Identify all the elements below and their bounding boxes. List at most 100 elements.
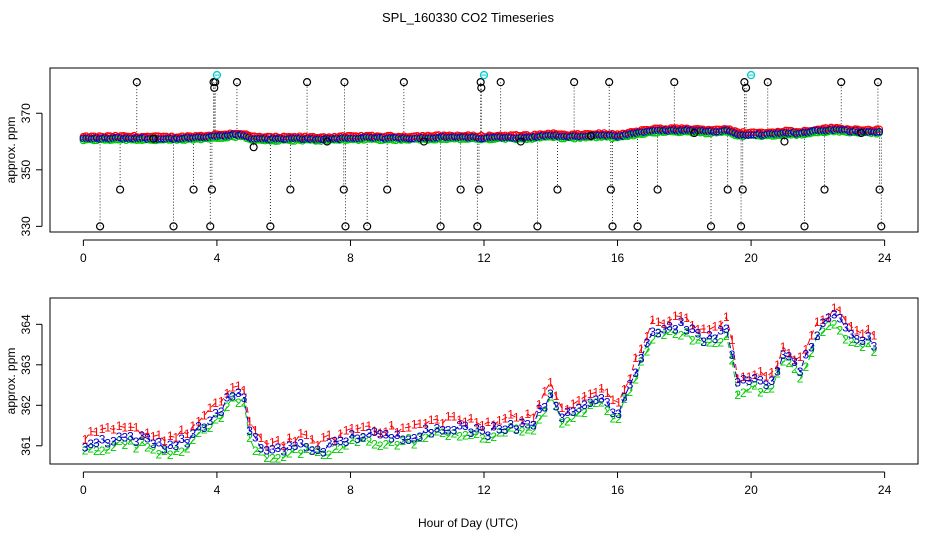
series-1-marker: 1	[383, 425, 390, 439]
series-1-marker: 1	[297, 427, 304, 441]
series-3-marker: 3	[802, 347, 809, 361]
series-3-marker: 3	[695, 326, 702, 340]
series-3-marker: 3	[400, 433, 407, 447]
series-3-marker: 3	[837, 311, 844, 325]
outlier-point	[206, 222, 215, 231]
series-3-marker: 3	[768, 374, 775, 388]
series-1-marker: 1	[377, 426, 384, 440]
series-1-marker: 1	[689, 319, 696, 333]
series-3-marker: 3	[820, 316, 827, 330]
outlier-point	[738, 185, 747, 194]
top-plot-frame	[49, 67, 919, 233]
series-1-marker: 1	[859, 327, 866, 341]
outlier-point	[207, 185, 217, 194]
series-3-marker: 3	[184, 436, 191, 450]
series-3-marker: 3	[229, 390, 236, 404]
series-3-marker: 3	[729, 348, 736, 362]
y-tick-label: 364	[19, 314, 33, 334]
outlier-point	[322, 137, 332, 146]
series-1-marker: 1	[485, 415, 492, 429]
series-2-marker: 2	[456, 429, 463, 443]
series-2-marker: 2	[507, 421, 514, 435]
series-2-marker: 2	[723, 329, 730, 343]
series-2-marker: 2	[99, 444, 106, 458]
series-2-marker: 2	[468, 428, 475, 442]
series-3-marker: 3	[150, 437, 157, 451]
series-1-marker: 1	[428, 413, 435, 427]
series-2-marker: 2	[627, 385, 634, 399]
series-3-marker: 3	[411, 431, 418, 445]
bottom-y-axis-label: approx. ppm	[4, 348, 18, 415]
outlier-point	[496, 78, 505, 87]
series-1-marker: 1	[507, 408, 514, 422]
series-3-marker: 3	[632, 366, 639, 380]
series-2-marker: 2	[541, 405, 548, 419]
series-1-marker: 1	[405, 420, 412, 434]
series-2-marker: 2	[377, 439, 384, 453]
series-3-marker: 3	[297, 437, 304, 451]
series-2-marker: 2	[258, 445, 265, 459]
x-tick-label: 24	[878, 251, 892, 265]
series-1-marker: 1	[337, 427, 344, 441]
series-3-marker: 3	[865, 330, 872, 344]
series-3-marker: 3	[644, 336, 651, 350]
outlier-point	[653, 185, 662, 194]
outlier-point	[706, 222, 716, 231]
series-2-marker: 2	[246, 431, 253, 445]
series-3-marker: 3	[87, 437, 94, 451]
series-1-marker: 1	[524, 407, 531, 421]
series-1-marker: 1	[519, 414, 526, 428]
outlier-point	[516, 137, 525, 146]
series-3-marker: 3	[842, 320, 849, 334]
series-3-marker: 3	[587, 396, 594, 410]
series-3-marker: 3	[496, 422, 503, 436]
outlier-point	[266, 222, 275, 231]
series-1-marker: 1	[258, 431, 265, 445]
series-2-marker: 2	[644, 344, 651, 358]
series-2-marker: 2	[485, 432, 492, 446]
series-1-marker: 1	[666, 314, 673, 328]
series-2-marker: 2	[837, 323, 844, 337]
series-2-marker: 2	[286, 446, 293, 460]
series-2-marker: 2	[848, 335, 855, 349]
y-tick-label: 330	[19, 216, 33, 236]
series-3-marker: 3	[734, 376, 741, 390]
x-tick-label: 4	[214, 483, 221, 497]
series-3-marker: 3	[621, 390, 628, 404]
series-2-marker: 2	[519, 424, 526, 438]
series-3-marker: 3	[280, 445, 287, 459]
series-1-marker: 1	[717, 318, 724, 332]
series-3-marker: 3	[502, 423, 509, 437]
series-3-marker: 3	[706, 329, 713, 343]
series-1-marker: 1	[252, 424, 259, 438]
series-2-marker: 2	[570, 411, 577, 425]
series-1-marker: 1	[201, 409, 208, 423]
series-2-marker: 2	[445, 429, 452, 443]
series-1-marker: 1	[581, 390, 588, 404]
outlier-point	[553, 185, 562, 194]
series-3-marker: 3	[252, 430, 259, 444]
series-1-marker: 1	[246, 414, 253, 428]
top-panel: 0 4 8 12 16 20 24 330 350 370 approx. ppm	[4, 67, 919, 265]
series-3-marker: 3	[144, 431, 151, 445]
series-2-marker: 2	[173, 444, 180, 458]
series-2-marker: 2	[155, 447, 162, 461]
series-3-marker: 3	[405, 433, 412, 447]
series-1-marker: 1	[473, 416, 480, 430]
series-1-marker: 1	[292, 435, 299, 449]
series-1-marker: 1	[479, 419, 486, 433]
series-3-line	[84, 313, 875, 454]
series-1-marker: 1	[133, 421, 140, 435]
series-1-marker: 1	[434, 412, 441, 426]
series-2-marker: 2	[229, 390, 236, 404]
series-3-marker: 3	[218, 405, 225, 419]
series-1-marker: 1	[138, 429, 145, 443]
series-1-marker: 1	[621, 382, 628, 396]
series-1-marker: 1	[871, 328, 878, 342]
series-1-marker: 1	[763, 369, 770, 383]
series-1-marker: 1	[451, 410, 458, 424]
cyan-marker	[746, 70, 756, 80]
outlier-point	[477, 83, 486, 92]
series-3-marker: 3	[655, 326, 662, 340]
series-2-marker: 2	[695, 333, 702, 347]
